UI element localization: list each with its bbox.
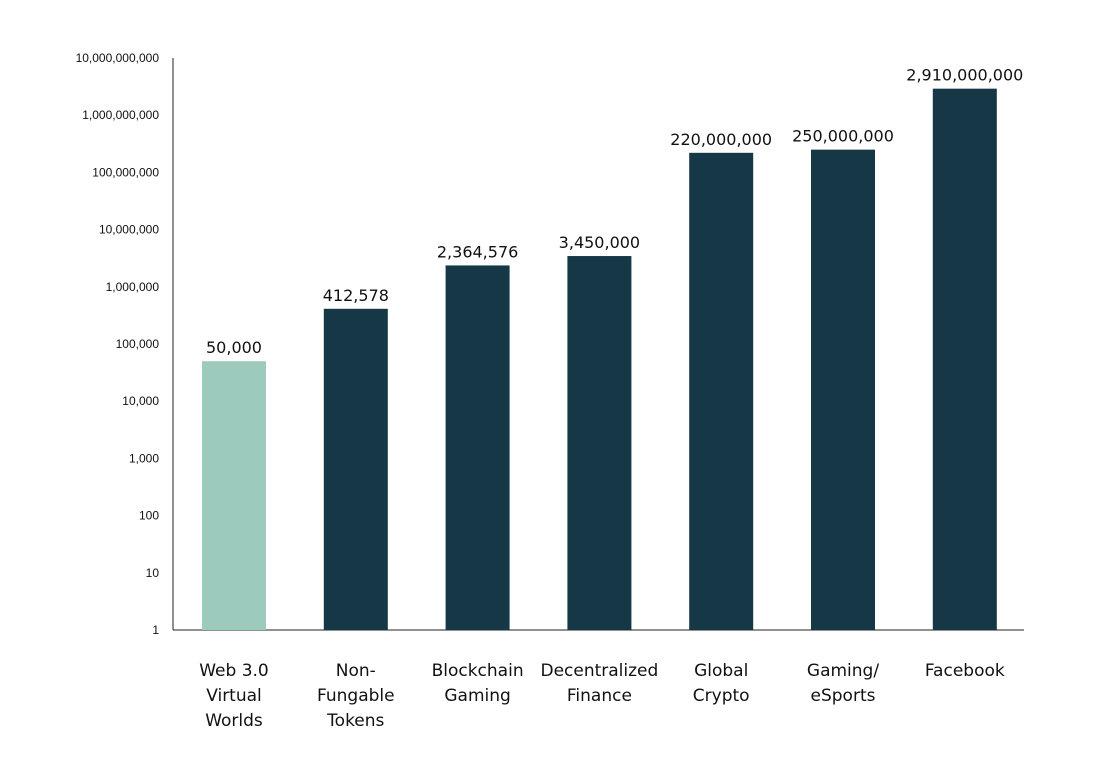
x-category-label-line: Fungable [317,686,395,706]
bar [689,152,754,630]
bar [811,149,875,631]
y-tick-label: 100,000 [116,337,160,351]
data-label: 250,000,000 [792,127,894,146]
x-category-label-line: Finance [567,686,632,706]
data-label: 2,364,576 [437,242,518,261]
y-tick-label: 10,000 [122,394,159,408]
data-label: 2,910,000,000 [906,66,1023,85]
x-category-label: Facebook [925,661,1005,681]
x-category-label-line: Blockchain [432,661,524,681]
x-category-label: Blockchain Gaming [432,661,524,706]
y-tick-label: 100,000,000 [92,165,159,179]
y-tick-label: 1,000,000 [106,280,160,294]
y-tick-label: 10,000,000,000 [76,51,160,65]
bar [202,361,266,630]
bar [567,256,632,630]
x-category-label-line: Virtual [206,686,262,706]
data-label: 412,578 [323,286,389,305]
data-label: 50,000 [206,338,262,357]
y-tick-label: 10,000,000 [99,223,159,237]
data-label: 220,000,000 [670,130,772,149]
x-category-label-line: Gaming/ [807,661,879,681]
x-category-label-line: Gaming [444,686,510,706]
x-category-label-line: Tokens [326,711,384,731]
bar [323,308,388,630]
x-category-label-line: Facebook [925,661,1005,681]
y-tick-label: 1,000,000,000 [82,108,159,122]
x-category-label-line: Non- [336,661,376,681]
y-tick-label: 10 [146,566,160,580]
y-tick-label: 1 [152,623,159,637]
data-label: 3,450,000 [559,233,640,252]
x-category-label-line: Worlds [205,711,263,731]
x-category-label: Gaming/eSports [807,661,879,706]
x-category-label: Decentralized Finance [540,661,658,706]
x-category-label-line: Decentralized [540,661,658,681]
y-tick-label: 100 [139,509,159,523]
bar [445,265,510,630]
x-category-label: Global Crypto [693,661,750,706]
x-category-label: Non- Fungable Tokens [317,661,395,731]
x-category-label-line: Web 3.0 [199,661,269,681]
x-category-label-line: Crypto [693,686,750,706]
bar [932,88,997,630]
x-category-label-line: eSports [811,686,876,706]
x-category-label-line: Global [694,661,748,681]
x-category-label: Web 3.0 Virtual Worlds [199,661,269,731]
y-tick-label: 1,000 [129,451,159,465]
